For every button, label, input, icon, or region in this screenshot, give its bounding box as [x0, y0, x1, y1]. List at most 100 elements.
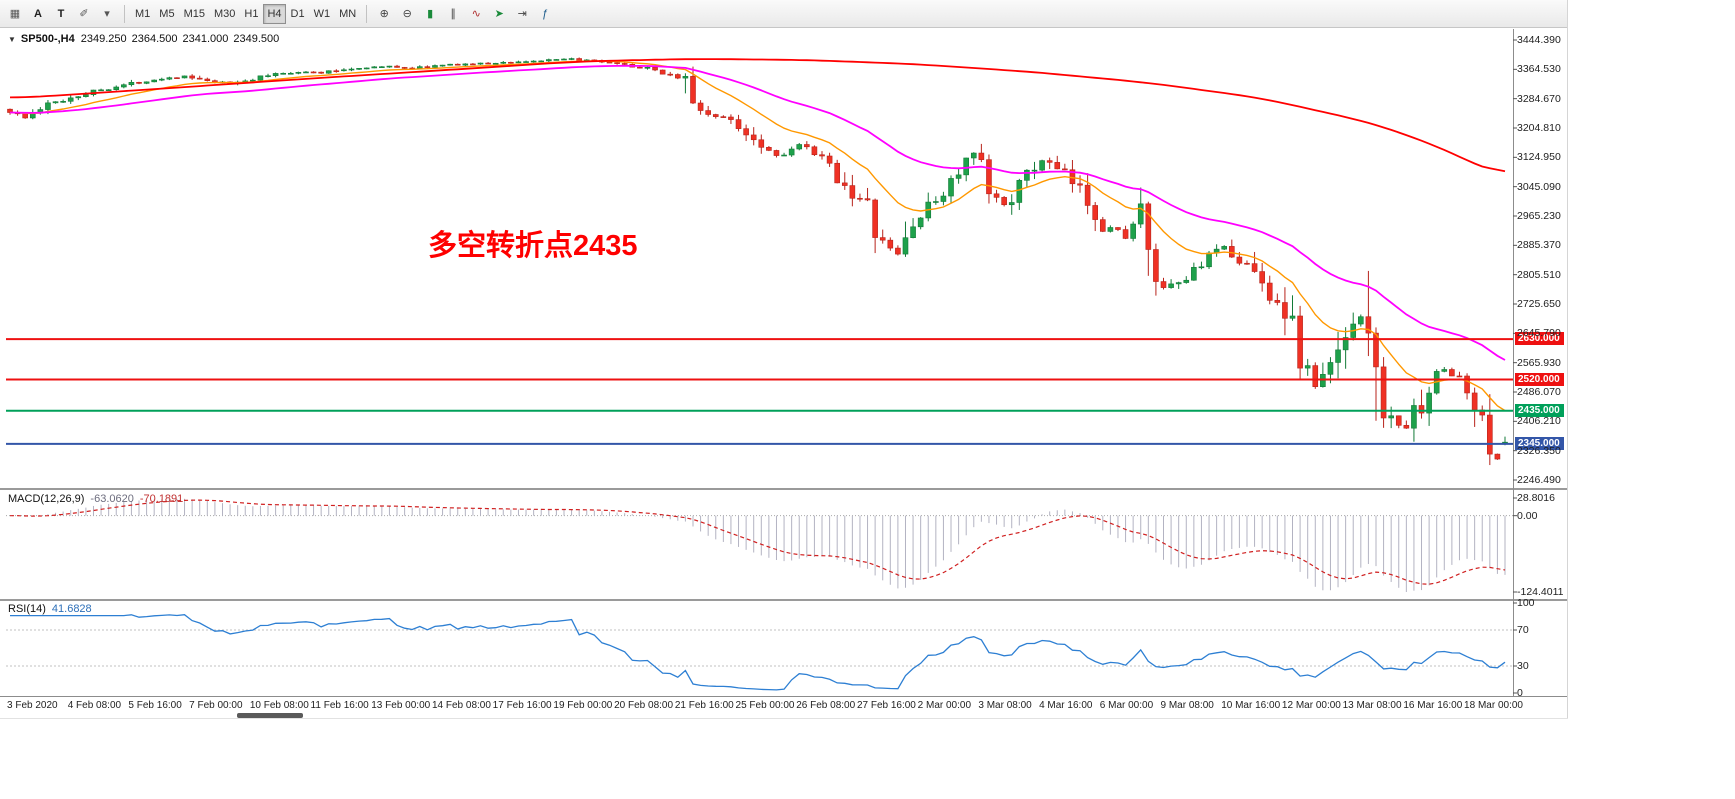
windows-grid-icon[interactable]: ▦: [9, 8, 21, 20]
candle-body: [181, 75, 188, 79]
timeframe-h1-button[interactable]: H1: [244, 7, 259, 20]
candle-body: [773, 150, 780, 156]
line-chart-icon[interactable]: ∿: [471, 8, 481, 20]
candle-body: [470, 63, 476, 66]
candle-body: [462, 63, 469, 66]
candle-body: [576, 58, 582, 62]
candle-body: [659, 69, 666, 75]
candle-body: [508, 61, 514, 64]
ma-medium-line: [9, 64, 1506, 361]
candle-body: [1062, 168, 1068, 171]
draw-objects-icon[interactable]: ✐: [79, 8, 89, 20]
candle-body: [447, 63, 453, 66]
candle-body: [1282, 302, 1288, 319]
candle-body: [1494, 453, 1501, 460]
candlestick-chart-icon[interactable]: ▮: [427, 8, 434, 20]
rsi-line: [10, 614, 1506, 691]
panel-separator-rsi[interactable]: [0, 599, 1568, 601]
indicators-icon[interactable]: ƒ: [542, 7, 549, 20]
zoom-in-icon[interactable]: ⊕: [379, 8, 389, 20]
candle-body: [303, 71, 309, 74]
candle-body: [196, 77, 203, 80]
chart-text-annotation[interactable]: 多空转折点2435: [428, 230, 638, 262]
candle-body: [22, 113, 28, 119]
candle-body: [849, 185, 856, 199]
candle-body: [424, 66, 431, 68]
candle-body: [1046, 160, 1053, 163]
candle-body: [1145, 203, 1152, 250]
candle-body: [45, 102, 51, 110]
candle-body: [204, 78, 211, 81]
panel-separator-macd[interactable]: [0, 488, 1568, 490]
candle-body: [401, 67, 408, 69]
candle-body: [394, 65, 400, 68]
candle-body: [530, 60, 537, 63]
candle-body: [379, 66, 385, 68]
zoom-out-icon[interactable]: ⊖: [402, 8, 412, 20]
candle-body: [1266, 282, 1273, 301]
candle-body: [1464, 375, 1470, 394]
candle-body: [1403, 425, 1410, 429]
candle-body: [1426, 392, 1432, 414]
text-label-icon[interactable]: A: [34, 7, 42, 20]
candle-body: [287, 72, 294, 75]
candle-body: [1297, 315, 1303, 369]
timeframe-w1-button[interactable]: W1: [313, 7, 331, 20]
ma-slow-line: [9, 58, 1506, 173]
candle-body: [492, 62, 499, 65]
candle-body: [1289, 315, 1296, 319]
candle-body: [371, 66, 378, 69]
candle-body: [1380, 366, 1387, 419]
candle-body: [766, 147, 772, 151]
candle-body: [568, 58, 575, 60]
objects-dropdown-icon[interactable]: ▾: [104, 8, 110, 20]
candle-body: [83, 94, 89, 97]
candle-body: [1054, 162, 1061, 170]
auto-scroll-icon[interactable]: ➤: [494, 8, 504, 20]
timeframe-m5-button[interactable]: M5: [159, 7, 175, 20]
candle-body: [1168, 283, 1174, 288]
timeframe-m30-button[interactable]: M30: [213, 7, 236, 20]
chart-shift-icon[interactable]: ⇥: [517, 8, 527, 20]
timeframe-m15-button[interactable]: M15: [183, 7, 205, 20]
candle-body: [697, 102, 704, 111]
candlestick-series: [7, 57, 1508, 466]
candle-body: [1122, 229, 1129, 239]
toolbar: ▦ A T ✐ ▾ M1 M5 M15 M30 H1 H4 D1 W1 MN ⊕ ⊖ ▮ ∥ ∿ ➤ ⇥ ƒ: [0, 0, 1568, 28]
candle-body: [1335, 349, 1341, 363]
candle-body: [857, 197, 863, 200]
candle-body: [728, 116, 734, 120]
candle-body: [1221, 246, 1228, 250]
candle-body: [325, 70, 332, 74]
candle-body: [546, 59, 552, 62]
candle-body: [1107, 227, 1114, 232]
timeframe-h4-button[interactable]: H4: [263, 3, 286, 24]
candle-body: [1441, 369, 1448, 372]
candle-body: [561, 58, 567, 61]
candle-body: [295, 72, 302, 74]
candle-body: [933, 201, 939, 203]
candle-body: [910, 226, 916, 238]
candle-body: [341, 69, 347, 72]
candle-body: [75, 96, 82, 99]
candle-body: [864, 198, 871, 201]
candle-body: [265, 75, 271, 78]
candle-body: [1229, 246, 1235, 258]
text-icon[interactable]: T: [57, 7, 65, 20]
candle-body: [500, 61, 507, 64]
candle-body: [621, 63, 628, 65]
candle-body: [310, 71, 317, 74]
timeframe-m1-button[interactable]: M1: [135, 7, 151, 20]
candle-body: [523, 61, 529, 63]
candle-body: [811, 146, 818, 156]
candle-body: [143, 81, 150, 84]
timeframe-mn-button[interactable]: MN: [339, 7, 357, 20]
candle-body: [1175, 282, 1182, 285]
timeframe-d1-button[interactable]: D1: [290, 7, 305, 20]
bar-chart-icon[interactable]: ∥: [450, 8, 456, 20]
candle-body: [348, 68, 355, 71]
candle-body: [439, 64, 446, 67]
candle-body: [174, 77, 180, 79]
candle-body: [1358, 316, 1364, 325]
